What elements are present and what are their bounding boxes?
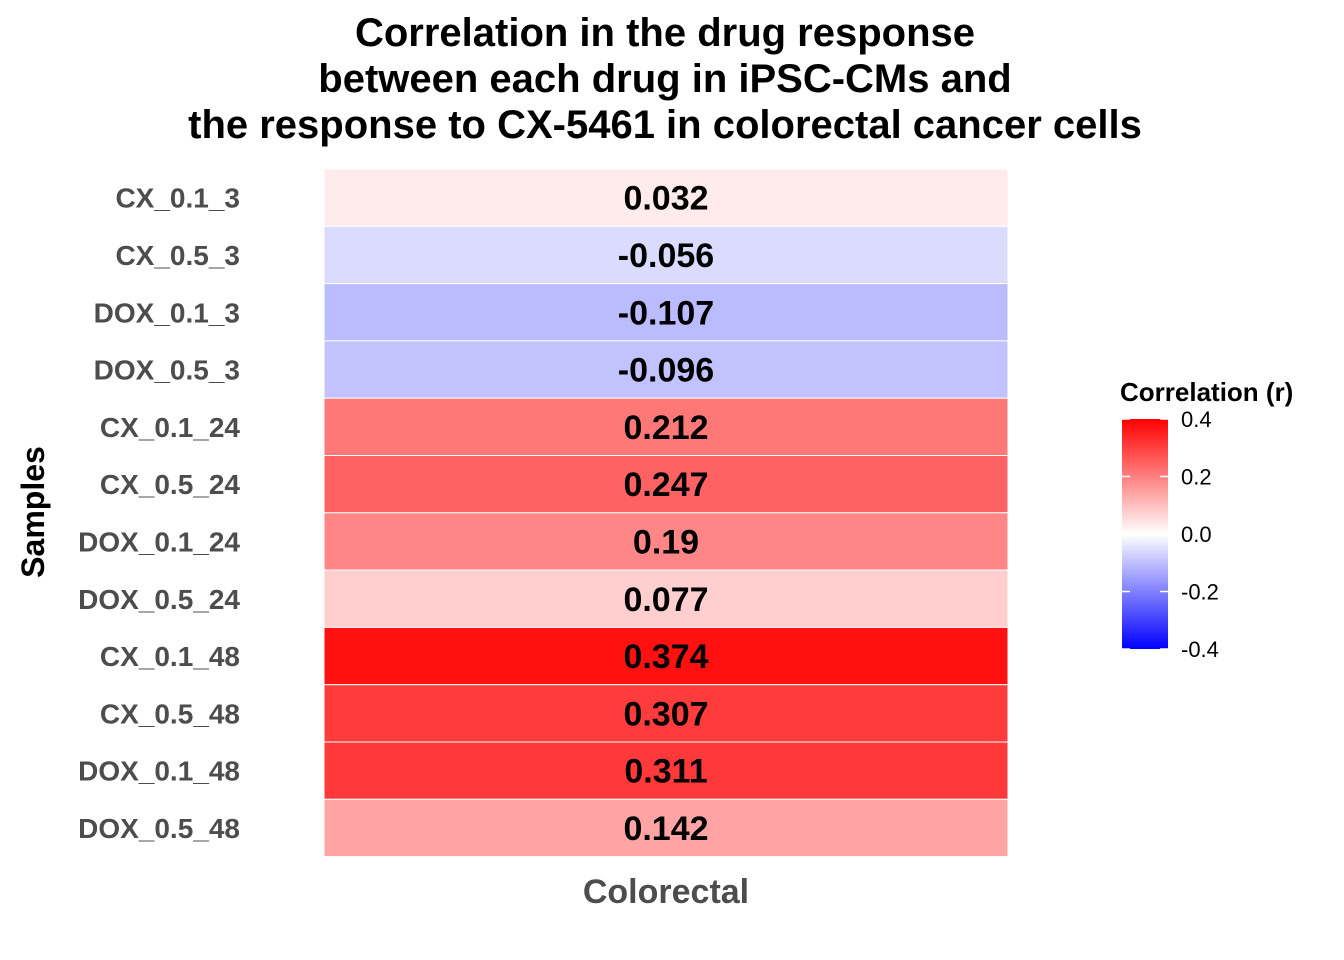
heatmap-cell-DOX_0.5_48: [323, 798, 1009, 858]
x-tick-label-Colorectal: Colorectal: [583, 873, 749, 911]
heatmap-cell-CX_0.1_3: [323, 168, 1009, 227]
y-tick-label-CX_0.5_3: CX_0.5_3: [115, 240, 240, 271]
cell-value-label-CX_0.5_24: 0.247: [623, 466, 708, 504]
cell-value-label-CX_0.5_48: 0.307: [623, 695, 708, 733]
heatmap-cell-CX_0.5_24: [323, 455, 1009, 514]
y-axis-title: Samples: [15, 446, 51, 578]
y-tick-label-DOX_0.1_3: DOX_0.1_3: [94, 297, 240, 328]
cell-value-label-DOX_0.5_3: -0.096: [618, 352, 714, 390]
y-tick-label-CX_0.5_48: CX_0.5_48: [100, 698, 240, 729]
cell-value-label-DOX_0.1_3: -0.107: [618, 294, 714, 332]
heatmap-cell-DOX_0.5_24: [323, 569, 1009, 628]
heatmap-cell-labels: 0.032 -0.056 -0.107 -0.096 0.212 0.247 0.19 0.0…: [618, 180, 714, 848]
heatmap-cells: [323, 168, 1009, 858]
heatmap-cell-DOX_0.1_48: [323, 741, 1009, 800]
heatmap-cell-CX_0.1_24: [323, 397, 1009, 457]
y-axis-tick-labels: CX_0.1_3 CX_0.5_3 DOX_0.1_3 DOX_0.5_3 CX_0.1…: [78, 183, 240, 844]
cell-value-label-CX_0.5_3: -0.056: [618, 237, 714, 275]
cell-value-label-CX_0.1_48: 0.374: [623, 638, 708, 676]
y-tick-label-CX_0.5_24: CX_0.5_24: [100, 469, 241, 500]
legend-tick-label-0.4: 0.4: [1181, 407, 1212, 432]
cell-value-label-DOX_0.1_48: 0.311: [624, 753, 707, 791]
y-tick-label-DOX_0.1_48: DOX_0.1_48: [78, 756, 240, 787]
color-legend: Correlation (r) 0.4 0.2 0.0 -0.2 -0.4: [1120, 377, 1293, 662]
legend-tick-label-0.0: 0.0: [1181, 522, 1212, 547]
legend-tick-label-0.2: 0.2: [1181, 465, 1212, 490]
x-axis-tick-labels: Colorectal: [583, 873, 749, 911]
legend-tick-label--0.2: -0.2: [1181, 580, 1219, 605]
legend-title: Correlation (r): [1120, 377, 1293, 407]
title-line-1: Correlation in the drug response: [355, 11, 975, 55]
y-tick-label-DOX_0.1_24: DOX_0.1_24: [78, 526, 240, 557]
y-tick-label-CX_0.1_48: CX_0.1_48: [100, 641, 240, 672]
legend-ticks: 0.4 0.2 0.0 -0.2 -0.4: [1122, 407, 1219, 662]
title-line-3: the response to CX-5461 in colorectal ca…: [188, 103, 1142, 147]
y-tick-label-DOX_0.5_3: DOX_0.5_3: [94, 355, 240, 386]
legend-tick-label--0.4: -0.4: [1181, 637, 1219, 662]
chart-title: Correlation in the drug response between…: [188, 11, 1142, 147]
heatmap-cell-CX_0.5_48: [323, 684, 1009, 743]
cell-value-label-DOX_0.5_24: 0.077: [623, 581, 708, 619]
heatmap-cell-DOX_0.1_3: [323, 283, 1009, 342]
cell-value-label-DOX_0.1_24: 0.19: [633, 523, 699, 561]
y-tick-label-CX_0.1_3: CX_0.1_3: [115, 183, 240, 214]
title-line-2: between each drug in iPSC-CMs and: [318, 57, 1011, 101]
y-tick-label-DOX_0.5_24: DOX_0.5_24: [78, 584, 240, 615]
y-tick-label-DOX_0.5_48: DOX_0.5_48: [78, 813, 240, 844]
cell-value-label-DOX_0.5_48: 0.142: [623, 810, 708, 848]
heatmap-cell-CX_0.5_3: [323, 225, 1009, 285]
cell-value-label-CX_0.1_24: 0.212: [623, 409, 708, 447]
cell-value-label-CX_0.1_3: 0.032: [623, 180, 708, 218]
heatmap-cell-DOX_0.5_3: [323, 340, 1009, 399]
y-tick-label-CX_0.1_24: CX_0.1_24: [100, 412, 241, 443]
